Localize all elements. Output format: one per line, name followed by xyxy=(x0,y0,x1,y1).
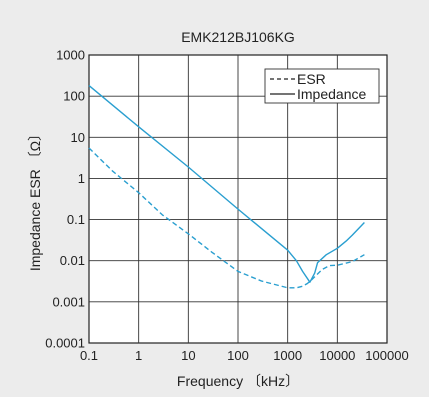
x-tick-label: 100000 xyxy=(365,348,408,363)
y-tick-label: 1000 xyxy=(56,48,85,63)
legend-box xyxy=(264,68,380,104)
x-tick-label: 1 xyxy=(135,348,142,363)
y-tick-label: 10 xyxy=(71,130,85,145)
tick-labels: 0.1 1 10 100 1000 10000 10000010001001010.10.0… xyxy=(45,48,408,364)
x-tick-label: 1000 xyxy=(273,348,302,363)
x-tick-label: 100 xyxy=(227,348,249,363)
y-tick-label: 100 xyxy=(63,89,85,104)
x-tick-label: 0.1 xyxy=(80,348,98,363)
series-lines xyxy=(88,85,365,289)
series-line-impedance xyxy=(88,85,365,283)
legend-label: ESR xyxy=(297,71,326,87)
y-tick-label: 0.1 xyxy=(67,212,85,227)
y-tick-label: 0.01 xyxy=(60,253,85,268)
x-tick-label: 10 xyxy=(181,348,195,363)
y-tick-label: 0.001 xyxy=(52,294,85,309)
x-axis-label: Frequency 〔kHz〕 xyxy=(177,373,299,389)
y-tick-label: 1 xyxy=(78,171,85,186)
legend-label: Impedance xyxy=(297,86,366,102)
y-axis-label: Impedance ESR 〔Ω〕 xyxy=(27,127,43,271)
chart-title: EMK212BJ106KG xyxy=(181,29,295,45)
x-tick-label: 10000 xyxy=(319,348,355,363)
series-line-esr xyxy=(88,147,365,289)
y-tick-label: 0.0001 xyxy=(45,336,85,351)
